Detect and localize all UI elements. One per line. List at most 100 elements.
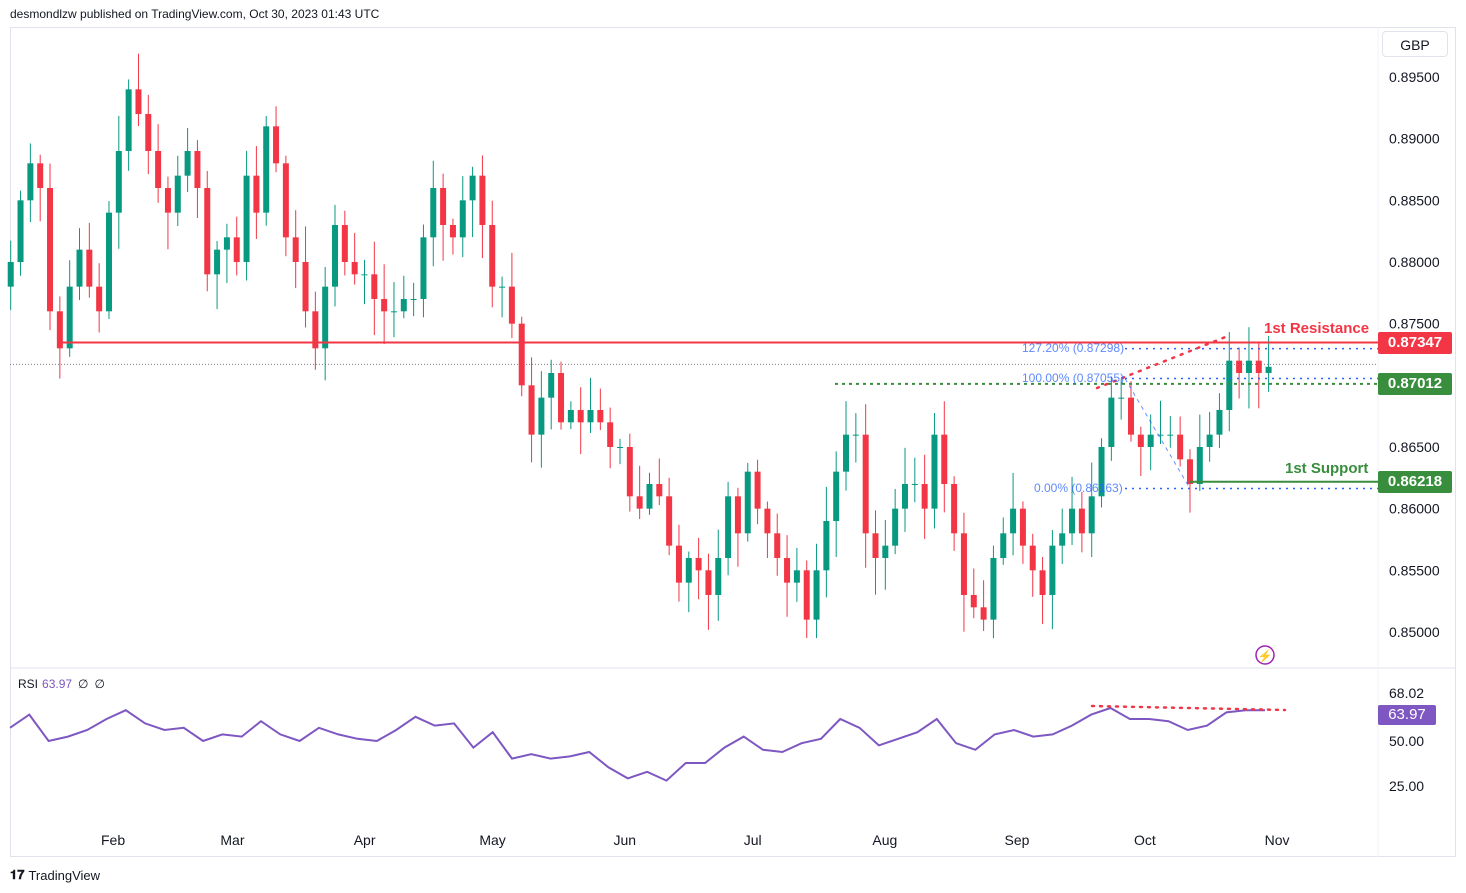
price-trendline [1095, 334, 1230, 390]
candle-body [263, 126, 270, 213]
rsi-legend[interactable]: RSI 63.97 ∅ ∅ [18, 677, 105, 691]
resistance-label: 1st Resistance [1264, 320, 1370, 337]
candle-body [754, 471, 761, 509]
candle-body [803, 570, 810, 620]
candle-body [872, 533, 879, 558]
candle-body [577, 409, 584, 423]
candle-body [96, 286, 103, 312]
candle-body [1069, 508, 1076, 534]
candle-body [499, 286, 506, 288]
candle-body [1167, 434, 1174, 436]
candle-body [1245, 360, 1252, 373]
candle-body [1088, 496, 1095, 534]
candle-body [449, 224, 456, 238]
candle-body [1265, 366, 1272, 373]
candle-body [1049, 545, 1056, 595]
price-tick-label: 0.88000 [1389, 254, 1440, 270]
candle-body [518, 323, 525, 386]
candle-body [1147, 434, 1154, 447]
candle-body [508, 286, 515, 324]
candle-body [666, 496, 673, 546]
candle-body [312, 311, 319, 349]
candle-body [1000, 533, 1007, 558]
candle-body [430, 187, 437, 238]
candle-body [587, 409, 594, 423]
candle-body [1216, 409, 1223, 435]
candle-body [1098, 446, 1105, 497]
candle-body [27, 163, 34, 201]
month-tick-label: Sep [1005, 832, 1030, 848]
tradingview-brand[interactable]: 𝟏𝟕 TradingView [10, 867, 100, 883]
candle-body [990, 557, 997, 620]
candle-body [164, 187, 171, 213]
candle-body [1128, 397, 1135, 435]
candle-body [105, 212, 112, 312]
candle-body [951, 483, 958, 534]
candle-body [1236, 360, 1243, 373]
rsi-param-1: ∅ [78, 677, 89, 691]
candle-body [636, 496, 643, 509]
candle-body [715, 557, 722, 595]
candle-body [341, 224, 348, 262]
candle-body [695, 557, 702, 571]
candle-body [459, 200, 466, 238]
rsi-tick-label: 50.00 [1389, 733, 1424, 749]
price-tick-label: 0.86500 [1389, 439, 1440, 455]
candle-body [901, 483, 908, 509]
candle-body [204, 187, 211, 275]
candle-body [145, 113, 152, 151]
candle-body [784, 557, 791, 583]
rsi-value-tag: 63.97 [1378, 705, 1436, 725]
candle-body [76, 249, 83, 287]
candle-body [1196, 446, 1203, 484]
candle-body [616, 446, 623, 448]
candle-body [1226, 360, 1233, 410]
candle-body [155, 150, 162, 188]
candle-body [725, 496, 732, 558]
month-tick-label: Feb [101, 832, 125, 848]
price-tick-label: 0.86000 [1389, 501, 1440, 517]
month-tick-label: Apr [354, 832, 376, 848]
month-tick-label: Mar [220, 832, 244, 848]
candle-body [793, 570, 800, 583]
candle-body [243, 175, 250, 262]
candle-body [489, 224, 496, 287]
candle-body [970, 594, 977, 608]
currency-button[interactable]: GBP [1382, 31, 1448, 57]
candle-body [322, 286, 329, 349]
candle-body [371, 274, 378, 299]
lightning-icon [1255, 645, 1275, 665]
candle-body [223, 237, 230, 250]
tradingview-logo-icon: 𝟏𝟕 [10, 867, 25, 882]
candle-body [479, 175, 486, 225]
candle-body [1177, 434, 1184, 460]
candle-body [420, 237, 427, 299]
fib-100-label: 100.00% (0.87055) [1022, 371, 1125, 385]
lightning-glyph: ⚡ [1258, 649, 1273, 663]
price-tick-label: 0.85000 [1389, 624, 1440, 640]
candle-body [174, 175, 181, 213]
candle-body [282, 163, 289, 238]
candle-body [941, 434, 948, 484]
candle-body [1255, 360, 1262, 373]
candle-body [744, 471, 751, 534]
price-tick-label: 0.89000 [1389, 131, 1440, 147]
price-tick-label: 0.88500 [1389, 192, 1440, 208]
candle-body [1118, 397, 1125, 399]
candle-body [1078, 508, 1085, 534]
candle-body [548, 372, 555, 398]
candle-body [233, 237, 240, 262]
candle-body [528, 385, 535, 435]
candle-body [646, 483, 653, 509]
candle-body [1010, 508, 1017, 534]
candle-body [56, 311, 63, 349]
candle-body [390, 311, 397, 313]
candle-body [931, 434, 938, 509]
month-tick-label: Oct [1134, 832, 1156, 848]
candle-body [184, 150, 191, 176]
rsi-tick-label: 25.00 [1389, 778, 1424, 794]
candle-body [558, 372, 565, 423]
candle-body [410, 298, 417, 300]
candle-body [734, 496, 741, 534]
